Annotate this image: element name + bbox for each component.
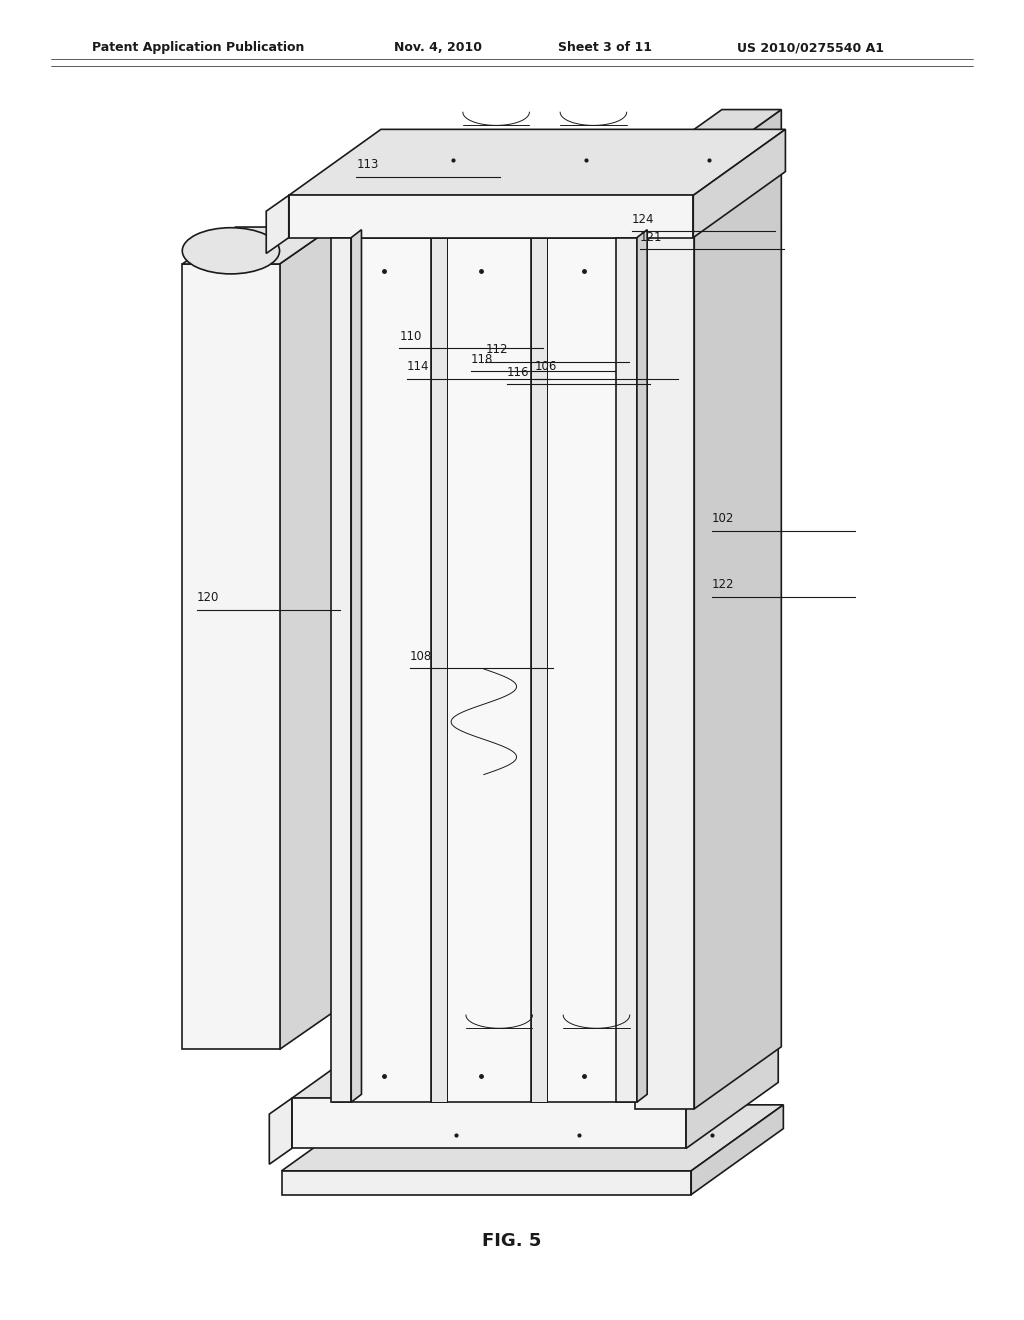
Polygon shape: [289, 195, 693, 238]
Polygon shape: [331, 238, 351, 1102]
Text: Patent Application Publication: Patent Application Publication: [92, 41, 304, 54]
Text: 124: 124: [632, 213, 654, 226]
Polygon shape: [282, 1171, 691, 1195]
Text: 116: 116: [507, 366, 529, 379]
Polygon shape: [292, 1098, 686, 1148]
Polygon shape: [694, 110, 781, 1109]
Text: 118: 118: [471, 352, 494, 366]
Text: 110: 110: [399, 330, 422, 343]
Polygon shape: [637, 230, 647, 1102]
Polygon shape: [289, 129, 785, 195]
Polygon shape: [431, 238, 447, 1102]
Polygon shape: [635, 187, 707, 1102]
Text: 113: 113: [356, 158, 379, 172]
Text: 114: 114: [407, 360, 429, 374]
Polygon shape: [292, 1032, 778, 1098]
Polygon shape: [182, 227, 333, 264]
Polygon shape: [530, 238, 547, 1102]
Text: 108: 108: [410, 649, 432, 663]
Polygon shape: [280, 227, 333, 1049]
Ellipse shape: [182, 228, 280, 275]
Polygon shape: [182, 264, 280, 1049]
Text: 106: 106: [535, 360, 557, 374]
Text: FIG. 5: FIG. 5: [482, 1232, 542, 1250]
Text: 122: 122: [712, 578, 734, 591]
Polygon shape: [333, 238, 635, 1102]
Text: US 2010/0275540 A1: US 2010/0275540 A1: [737, 41, 885, 54]
Polygon shape: [269, 1098, 292, 1164]
Polygon shape: [686, 1032, 778, 1148]
Polygon shape: [616, 238, 637, 1102]
Text: 121: 121: [640, 231, 663, 244]
Polygon shape: [266, 195, 289, 253]
Text: 112: 112: [485, 343, 508, 356]
Polygon shape: [351, 230, 361, 1102]
Polygon shape: [333, 187, 707, 238]
Text: Sheet 3 of 11: Sheet 3 of 11: [558, 41, 652, 54]
Polygon shape: [635, 110, 781, 172]
Text: Nov. 4, 2010: Nov. 4, 2010: [394, 41, 482, 54]
Ellipse shape: [635, 139, 694, 168]
Text: 120: 120: [197, 591, 219, 605]
Polygon shape: [635, 172, 694, 1109]
Text: 102: 102: [712, 512, 734, 525]
Polygon shape: [693, 129, 785, 238]
Polygon shape: [691, 1105, 783, 1195]
Polygon shape: [282, 1105, 783, 1171]
